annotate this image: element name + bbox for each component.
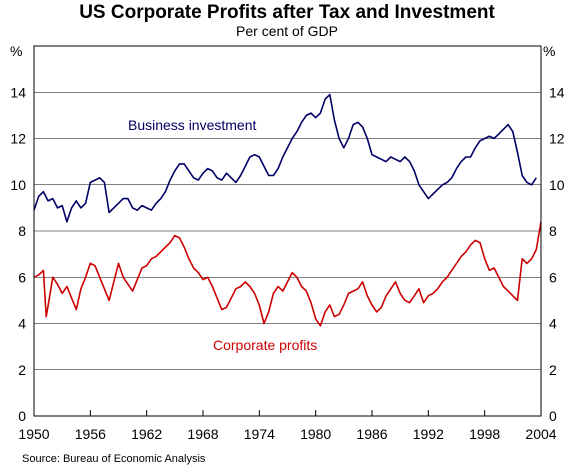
series-line-investment <box>33 93 537 223</box>
x-tick-1956: 1956 <box>75 426 106 442</box>
x-tick-1974: 1974 <box>244 426 275 442</box>
x-tick-1986: 1986 <box>356 426 387 442</box>
y-ticks-left: 0 2 4 6 8 10 12 14 <box>10 84 26 424</box>
x-tick-1992: 1992 <box>413 426 444 442</box>
y-tick-left-0: 0 <box>18 408 26 424</box>
x-tick-1962: 1962 <box>131 426 162 442</box>
y-tick-left-6: 6 <box>18 269 26 285</box>
source-note: Source: Bureau of Economic Analysis <box>22 453 206 465</box>
y-tick-left-14: 14 <box>10 84 26 100</box>
x-tick-1980: 1980 <box>300 426 331 442</box>
chart-title: US Corporate Profits after Tax and Inves… <box>79 2 495 23</box>
y-tick-right-14: 14 <box>549 84 565 100</box>
gridlines <box>34 91 541 371</box>
y-tick-right-2: 2 <box>549 362 557 378</box>
annotation-business-investment: Business investment <box>128 117 257 133</box>
y-tick-right-4: 4 <box>549 316 557 332</box>
y-tick-left-2: 2 <box>18 362 26 378</box>
annotation-corporate-profits: Corporate profits <box>213 337 317 353</box>
x-tick-2004: 2004 <box>525 426 556 442</box>
y-tick-left-4: 4 <box>18 316 26 332</box>
y-tick-right-0: 0 <box>549 408 557 424</box>
y-tick-left-8: 8 <box>18 223 26 239</box>
series-lines <box>33 93 542 327</box>
x-tick-1950: 1950 <box>18 426 49 442</box>
series-line-profits <box>33 221 542 327</box>
y-unit-left: % <box>10 43 22 59</box>
y-ticks-right: 0 2 4 6 8 10 12 14 <box>549 84 565 424</box>
chart-subtitle: Per cent of GDP <box>236 23 338 39</box>
x-tick-1968: 1968 <box>187 426 218 442</box>
y-tick-right-8: 8 <box>549 223 557 239</box>
y-tick-left-10: 10 <box>10 177 26 193</box>
y-tick-left-12: 12 <box>10 131 26 147</box>
x-ticks: 1950 1956 1962 1968 1974 1980 1986 1992 1998 2004 <box>18 410 557 442</box>
plot-frame <box>33 45 542 417</box>
x-tick-1998: 1998 <box>469 426 500 442</box>
y-tick-right-12: 12 <box>549 131 565 147</box>
y-tick-right-10: 10 <box>549 177 565 193</box>
y-unit-right: % <box>543 43 555 59</box>
y-tick-right-6: 6 <box>549 269 557 285</box>
